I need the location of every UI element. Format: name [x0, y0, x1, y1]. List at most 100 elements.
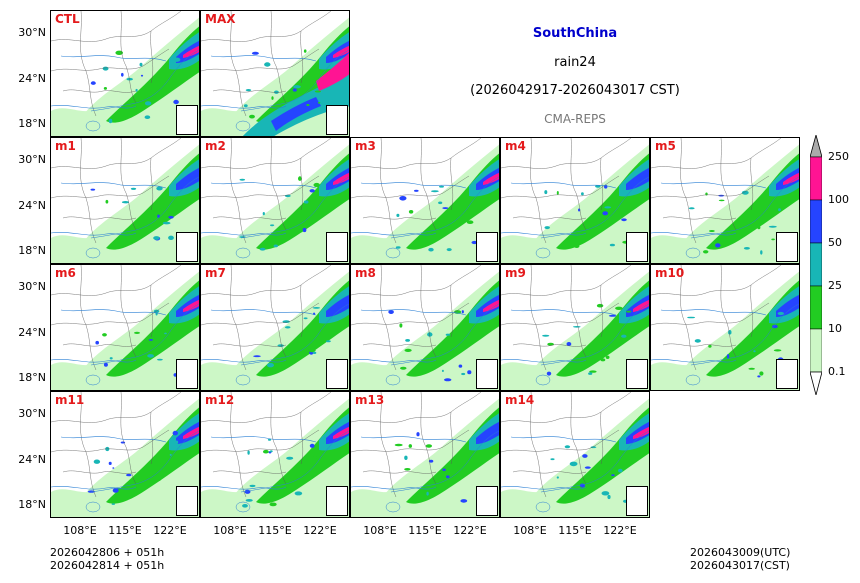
map-panel-m10: m10 — [650, 264, 800, 391]
colorbar-under-arrow — [810, 371, 822, 395]
colorbar-segment-25-50 — [810, 242, 822, 287]
x-tick-label: 115°E — [408, 524, 442, 537]
map-panel-m13: m13 — [350, 391, 500, 518]
y-tick-label: 30°N — [18, 152, 46, 166]
south-china-sea-inset — [476, 486, 498, 516]
map-panel-m14: m14 — [500, 391, 650, 518]
south-china-sea-inset — [176, 232, 198, 262]
init-utc-text: 2026042806 + 051h — [50, 546, 165, 559]
colorbar-label-50: 50 — [828, 236, 842, 249]
south-china-sea-inset — [326, 232, 348, 262]
x-tick-label: 122°E — [303, 524, 337, 537]
map-panel-ctl: CTL — [50, 10, 200, 137]
map-panel-m8: m8 — [350, 264, 500, 391]
map-panel-max: MAX — [200, 10, 350, 137]
panel-label: m4 — [505, 139, 526, 153]
south-china-sea-inset — [326, 359, 348, 389]
y-tick-label: 24°N — [18, 71, 46, 85]
rainfall-map — [201, 138, 349, 263]
rainfall-map — [501, 138, 649, 263]
y-tick-label: 30°N — [18, 279, 46, 293]
y-tick-label: 18°N — [18, 498, 46, 512]
south-china-sea-inset — [476, 359, 498, 389]
south-china-sea-inset — [626, 359, 648, 389]
rainfall-map — [51, 392, 199, 517]
colorbar-segment-0.1-10 — [810, 328, 822, 373]
panel-label: m3 — [355, 139, 376, 153]
south-china-sea-inset — [326, 105, 348, 135]
colorbar-label-100: 100 — [828, 193, 849, 206]
panel-label: m2 — [205, 139, 226, 153]
colorbar-segment-100-250 — [810, 156, 822, 201]
init-cst-text: 2026042814 + 051h — [50, 559, 165, 572]
colorbar-label-0.1: 0.1 — [828, 365, 846, 378]
x-tick-label: 115°E — [108, 524, 142, 537]
map-panel-m6: m6 — [50, 264, 200, 391]
period-title: (2026042917-2026043017 CST) — [470, 83, 680, 98]
x-tick-label: 108°E — [513, 524, 547, 537]
model-title: CMA-REPS — [544, 112, 606, 126]
valid-cst-text: 2026043017(CST) — [690, 559, 790, 572]
map-panel-m11: m11 — [50, 391, 200, 518]
panel-label: MAX — [205, 12, 236, 26]
x-tick-label: 115°E — [258, 524, 292, 537]
rainfall-map — [201, 392, 349, 517]
rainfall-map — [651, 138, 799, 263]
map-panel-m3: m3 — [350, 137, 500, 264]
y-tick-label: 24°N — [18, 198, 46, 212]
panel-label: m10 — [655, 266, 685, 280]
y-tick-label: 30°N — [18, 25, 46, 39]
south-china-sea-inset — [776, 232, 798, 262]
map-panel-m2: m2 — [200, 137, 350, 264]
y-tick-label: 18°N — [18, 244, 46, 258]
rainfall-map — [201, 11, 349, 136]
x-tick-label: 122°E — [453, 524, 487, 537]
y-tick-label: 24°N — [18, 325, 46, 339]
map-panel-m12: m12 — [200, 391, 350, 518]
panel-label: m11 — [55, 393, 85, 407]
rainfall-map — [51, 265, 199, 390]
south-china-sea-inset — [176, 486, 198, 516]
rainfall-map — [51, 138, 199, 263]
south-china-sea-inset — [776, 359, 798, 389]
map-panel-m7: m7 — [200, 264, 350, 391]
rainfall-map — [351, 392, 499, 517]
map-panel-m5: m5 — [650, 137, 800, 264]
valid-utc-text: 2026043009(UTC) — [690, 546, 791, 559]
south-china-sea-inset — [176, 105, 198, 135]
south-china-sea-inset — [626, 232, 648, 262]
panel-label: m8 — [355, 266, 376, 280]
colorbar-over-arrow — [810, 135, 822, 158]
south-china-sea-inset — [476, 232, 498, 262]
rainfall-map — [51, 11, 199, 136]
map-panel-m9: m9 — [500, 264, 650, 391]
y-tick-label: 24°N — [18, 452, 46, 466]
south-china-sea-inset — [626, 486, 648, 516]
rainfall-map — [351, 265, 499, 390]
x-tick-label: 108°E — [363, 524, 397, 537]
panel-label: m6 — [55, 266, 76, 280]
x-tick-label: 122°E — [153, 524, 187, 537]
footer-valid: 2026043009(UTC) 2026043017(CST) — [690, 546, 790, 572]
panel-label: m14 — [505, 393, 535, 407]
rainfall-map — [201, 265, 349, 390]
panel-label: m7 — [205, 266, 226, 280]
x-tick-label: 115°E — [558, 524, 592, 537]
y-tick-label: 18°N — [18, 117, 46, 131]
panel-label: m9 — [505, 266, 526, 280]
region-title: SouthChina — [532, 26, 618, 41]
panel-label: m1 — [55, 139, 76, 153]
panel-label: m13 — [355, 393, 385, 407]
x-tick-label: 108°E — [213, 524, 247, 537]
rainfall-map — [651, 265, 799, 390]
footer-init: 2026042806 + 051h 2026042814 + 051h — [50, 546, 164, 572]
variable-title: rain24 — [554, 55, 596, 70]
south-china-sea-inset — [326, 486, 348, 516]
rainfall-map — [501, 265, 649, 390]
colorbar-label-10: 10 — [828, 322, 842, 335]
colorbar — [810, 135, 822, 395]
colorbar-label-250: 250 — [828, 150, 849, 163]
panel-label: CTL — [55, 12, 80, 26]
rainfall-map — [501, 392, 649, 517]
